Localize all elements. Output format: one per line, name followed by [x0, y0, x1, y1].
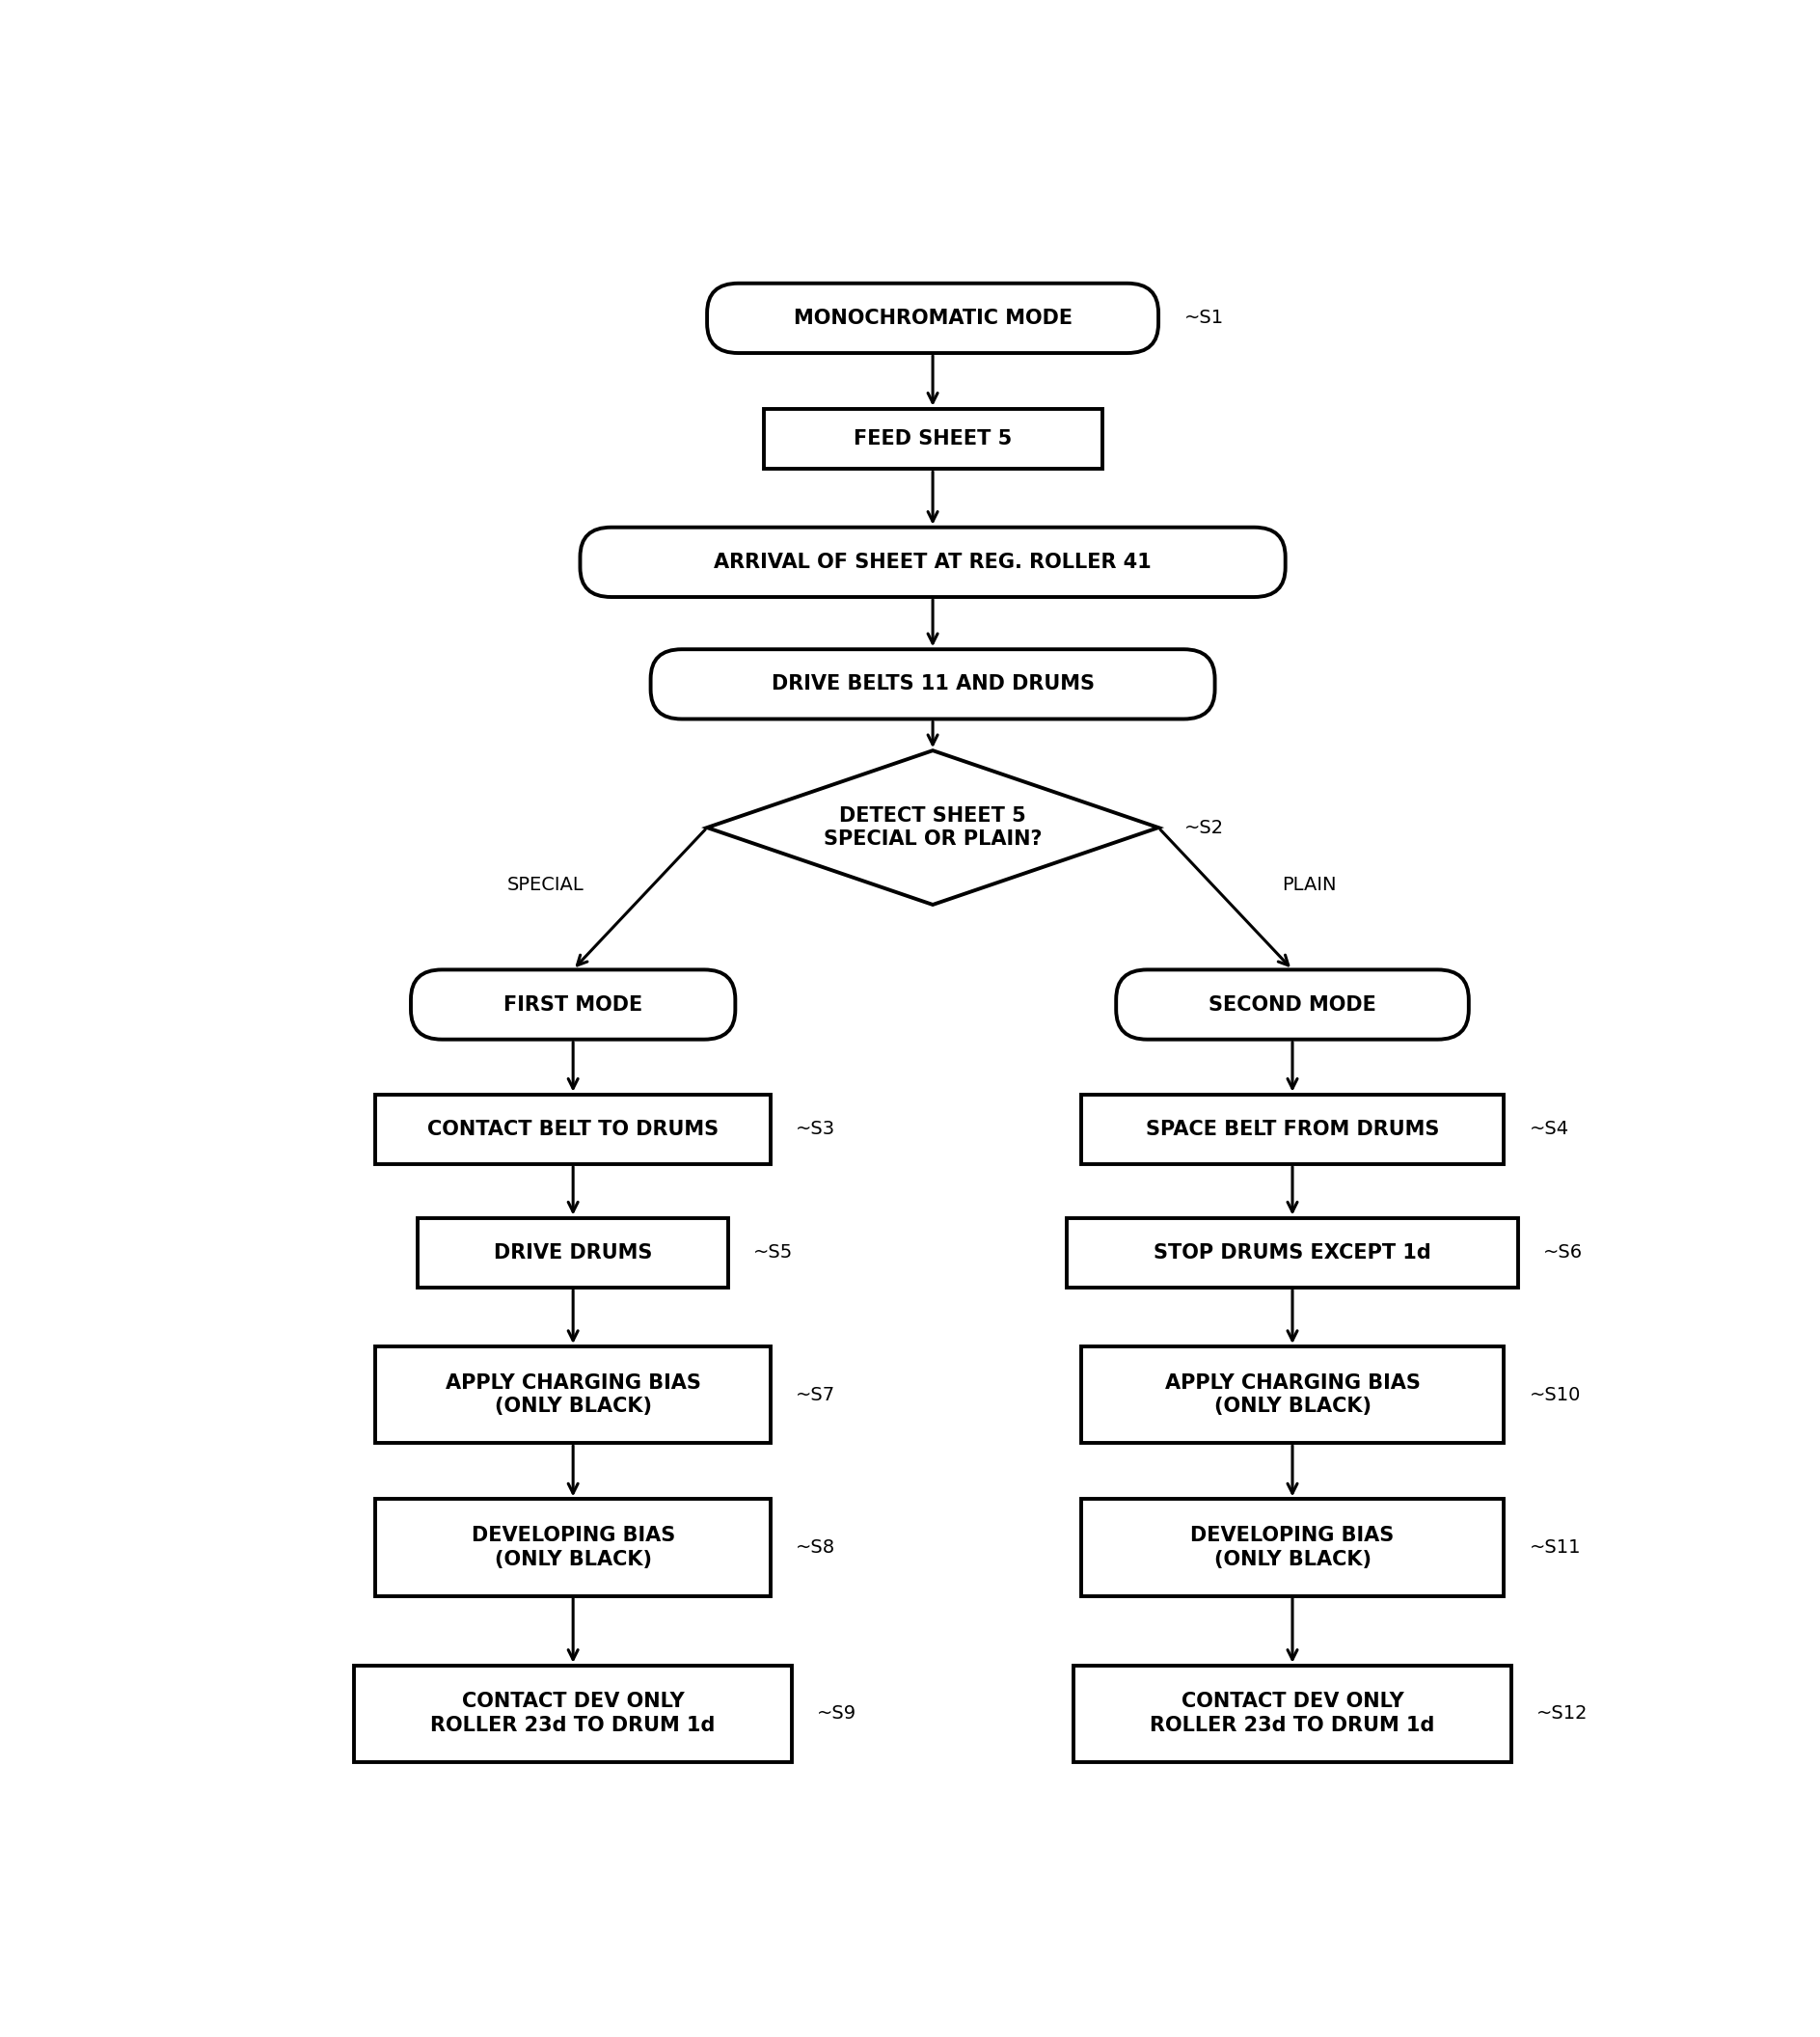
Bar: [355, 1666, 792, 1762]
Text: ~S4: ~S4: [1529, 1120, 1569, 1139]
Text: ~S2: ~S2: [1183, 819, 1223, 837]
Text: DETECT SHEET 5
SPECIAL OR PLAIN?: DETECT SHEET 5 SPECIAL OR PLAIN?: [823, 807, 1043, 849]
Text: ~S9: ~S9: [817, 1705, 857, 1723]
Text: MONOCHROMATIC MODE: MONOCHROMATIC MODE: [794, 308, 1072, 328]
Text: CONTACT DEV ONLY
ROLLER 23d TO DRUM 1d: CONTACT DEV ONLY ROLLER 23d TO DRUM 1d: [431, 1693, 715, 1736]
Text: APPLY CHARGING BIAS
(ONLY BLACK): APPLY CHARGING BIAS (ONLY BLACK): [446, 1373, 701, 1416]
Bar: [1081, 1094, 1503, 1163]
Bar: [764, 409, 1103, 469]
Text: ~S11: ~S11: [1529, 1538, 1582, 1556]
Text: SPACE BELT FROM DRUMS: SPACE BELT FROM DRUMS: [1145, 1120, 1440, 1139]
Polygon shape: [706, 750, 1158, 904]
Text: ~S5: ~S5: [753, 1243, 794, 1261]
Text: SPECIAL: SPECIAL: [506, 876, 584, 894]
Bar: [1081, 1499, 1503, 1595]
Text: CONTACT DEV ONLY
ROLLER 23d TO DRUM 1d: CONTACT DEV ONLY ROLLER 23d TO DRUM 1d: [1150, 1693, 1434, 1736]
Text: FIRST MODE: FIRST MODE: [504, 994, 642, 1014]
FancyBboxPatch shape: [411, 970, 735, 1039]
Bar: [419, 1218, 728, 1287]
Text: ~S10: ~S10: [1529, 1385, 1582, 1403]
Text: CONTACT BELT TO DRUMS: CONTACT BELT TO DRUMS: [428, 1120, 719, 1139]
Text: PLAIN: PLAIN: [1281, 876, 1336, 894]
Text: STOP DRUMS EXCEPT 1d: STOP DRUMS EXCEPT 1d: [1154, 1243, 1431, 1263]
Bar: [1081, 1346, 1503, 1442]
Bar: [1067, 1218, 1518, 1287]
Text: ~S1: ~S1: [1183, 310, 1223, 328]
Text: ~S7: ~S7: [795, 1385, 835, 1403]
FancyBboxPatch shape: [581, 528, 1285, 597]
Text: DEVELOPING BIAS
(ONLY BLACK): DEVELOPING BIAS (ONLY BLACK): [471, 1526, 675, 1568]
Text: DRIVE DRUMS: DRIVE DRUMS: [493, 1243, 652, 1263]
Text: ~S3: ~S3: [795, 1120, 835, 1139]
Text: DEVELOPING BIAS
(ONLY BLACK): DEVELOPING BIAS (ONLY BLACK): [1190, 1526, 1394, 1568]
FancyBboxPatch shape: [652, 650, 1214, 719]
Text: SECOND MODE: SECOND MODE: [1208, 994, 1376, 1014]
FancyBboxPatch shape: [1116, 970, 1469, 1039]
Bar: [375, 1094, 770, 1163]
Bar: [375, 1346, 770, 1442]
Bar: [375, 1499, 770, 1595]
Text: ARRIVAL OF SHEET AT REG. ROLLER 41: ARRIVAL OF SHEET AT REG. ROLLER 41: [713, 552, 1152, 572]
Text: ~S8: ~S8: [795, 1538, 835, 1556]
Text: DRIVE BELTS 11 AND DRUMS: DRIVE BELTS 11 AND DRUMS: [772, 674, 1094, 695]
FancyBboxPatch shape: [706, 283, 1158, 352]
Text: APPLY CHARGING BIAS
(ONLY BLACK): APPLY CHARGING BIAS (ONLY BLACK): [1165, 1373, 1420, 1416]
Text: FEED SHEET 5: FEED SHEET 5: [854, 430, 1012, 448]
Text: ~S6: ~S6: [1543, 1243, 1583, 1261]
Bar: [1074, 1666, 1511, 1762]
Text: ~S12: ~S12: [1536, 1705, 1589, 1723]
